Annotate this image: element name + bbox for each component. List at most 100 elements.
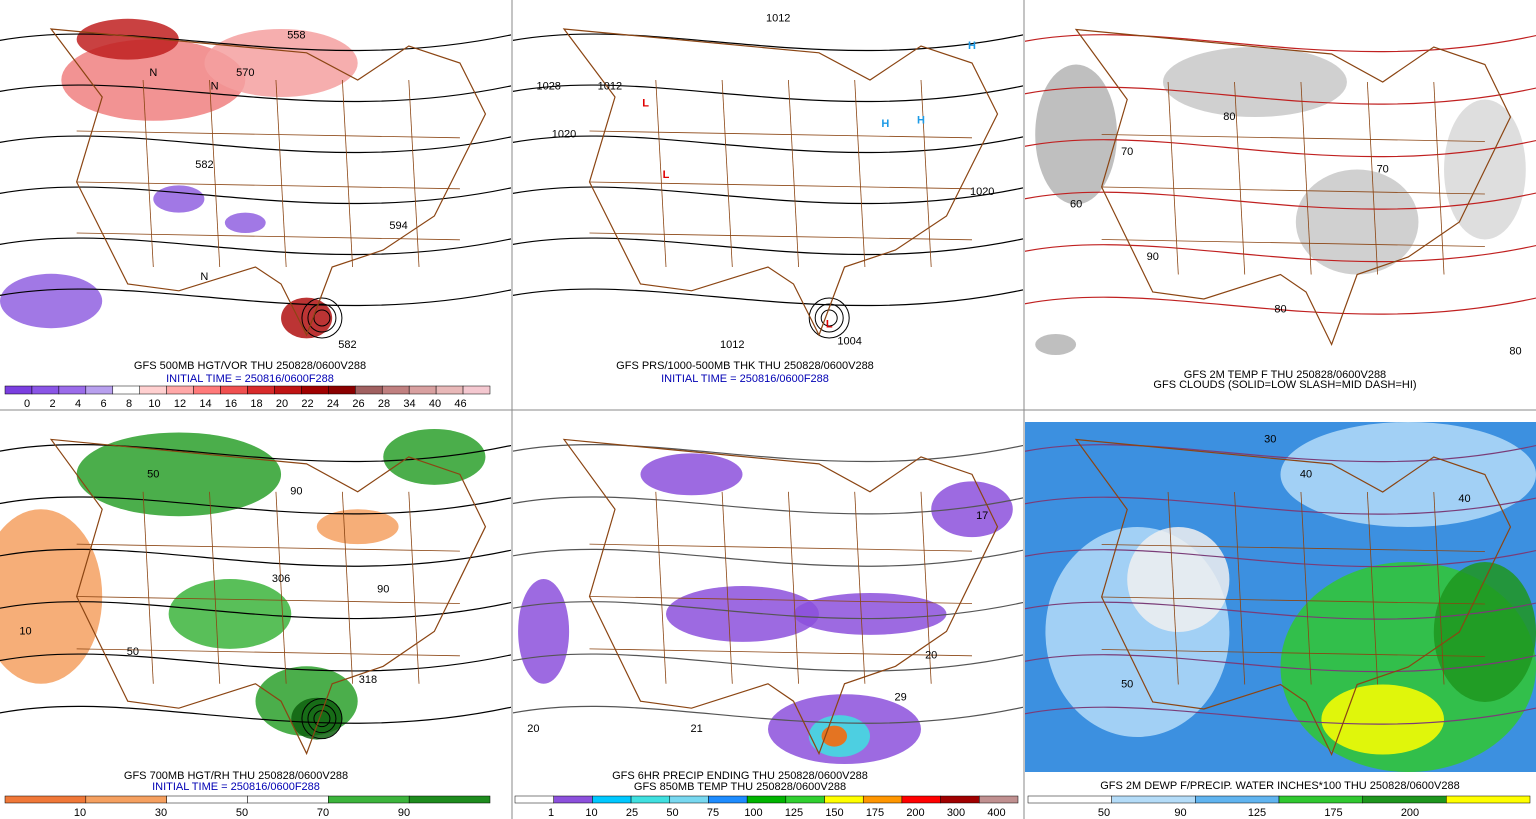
colorbar-label: 26 [352, 398, 364, 410]
state-line [341, 79, 353, 268]
shaded-area [168, 579, 292, 649]
caption: GFS 2M TEMP F THU 250828/0600V288 [1184, 369, 1386, 381]
state-line [76, 130, 460, 139]
colorbar-segment [85, 795, 167, 804]
contour [0, 84, 511, 103]
colorbar-segment [824, 795, 864, 804]
map-label: 60 [1070, 198, 1082, 210]
caption: GFS 500MB HGT/VOR THU 250828/0600V288 [134, 360, 366, 372]
colorbar-segment [785, 795, 825, 804]
state-line [408, 491, 420, 684]
colorbar-label: 1 [548, 807, 554, 819]
map-label: 29 [894, 692, 906, 704]
panel: 20 21 29 20 17 GFS 6HR PRECIP ENDING THU 2508… [513, 422, 1023, 819]
colorbar-segment [708, 795, 748, 804]
map-label: 1012 [598, 81, 622, 93]
state-line [1101, 649, 1485, 657]
cyclone-contour [301, 698, 343, 740]
shaded-area [61, 39, 246, 121]
colorbar-label: 200 [1401, 807, 1419, 819]
colorbar-segment [166, 385, 194, 395]
colorbar-label: 50 [666, 807, 678, 819]
contour [0, 548, 511, 567]
map-label: 1012 [766, 13, 790, 25]
colorbar-label: 0 [24, 398, 30, 410]
state-line [589, 232, 973, 241]
colorbar-label: 50 [236, 807, 248, 819]
colorbar-segment [193, 385, 221, 395]
map: 558 570 582 594 582 N N N [0, 12, 511, 352]
colorbar-label: 6 [100, 398, 106, 410]
shaded-area [518, 579, 570, 684]
contour [513, 444, 1023, 463]
colorbar-segment [901, 795, 941, 804]
colorbar-segment [4, 795, 87, 804]
map-label: 1020 [970, 186, 994, 198]
contour [513, 237, 1023, 256]
contour [0, 705, 511, 724]
colorbar-label: 125 [785, 807, 803, 819]
contour [1025, 706, 1536, 725]
contour [0, 288, 511, 307]
contour [1025, 496, 1536, 515]
map-label: 50 [147, 468, 159, 480]
coastline [1074, 438, 1512, 757]
state-line [589, 543, 973, 552]
caption: GFS CLOUDS (SOLID=LOW SLASH=MID DASH=HI) [1153, 379, 1416, 391]
colorbar-label: 90 [1174, 807, 1186, 819]
colorbar-label: 40 [429, 398, 441, 410]
map-label: 582 [338, 339, 356, 351]
colorbar-label: 70 [317, 807, 329, 819]
map-label: 1028 [536, 81, 560, 93]
colorbar-segment [979, 795, 1019, 804]
shaded-area [1321, 684, 1445, 755]
colorbar-segment [247, 385, 275, 395]
state-line [854, 491, 866, 684]
colorbar-segment [166, 795, 248, 804]
map-label: 80 [1223, 111, 1235, 123]
state-line [1167, 81, 1179, 275]
contour [0, 444, 511, 463]
contour [513, 33, 1023, 52]
coastline [49, 28, 487, 337]
colorbar-label: 16 [225, 398, 237, 410]
contour [513, 496, 1023, 515]
colorbar-segment [1278, 795, 1363, 804]
contour [513, 84, 1023, 103]
colorbar-segment [1446, 795, 1531, 804]
state-line [1433, 81, 1445, 275]
shaded-area [0, 273, 103, 329]
map-label: 1004 [837, 336, 861, 348]
colorbar-label: 25 [626, 807, 638, 819]
contour [513, 548, 1023, 567]
colorbar-label: 30 [155, 807, 167, 819]
map-label: 17 [976, 510, 988, 522]
colorbar-segment [85, 385, 114, 395]
colorbar-segment [220, 385, 248, 395]
map-label: 40 [1300, 468, 1312, 480]
caption: GFS 850MB TEMP THU 250828/0600V288 [634, 781, 846, 793]
shaded-area [383, 428, 486, 485]
state-line [589, 130, 973, 139]
map: 50 90 10 306 318 50 90 [0, 422, 511, 771]
colorbar-label: 300 [947, 807, 965, 819]
map-label: H [917, 115, 925, 127]
colorbar-segment [58, 385, 87, 395]
state-line [1101, 544, 1485, 552]
state-line [76, 181, 460, 190]
state-line [1101, 596, 1485, 605]
colorbar-label: 22 [301, 398, 313, 410]
cyclone-contour [814, 303, 844, 333]
map-label: 10 [19, 625, 31, 637]
colorbar-segment [247, 795, 329, 804]
colorbar-label: 10 [74, 807, 86, 819]
map: 30 40 50 40 [1025, 422, 1536, 772]
map-label: 40 [1458, 493, 1470, 505]
coastline [1074, 28, 1512, 347]
shaded-area [281, 297, 333, 339]
shaded-area [1035, 334, 1077, 355]
state-line [1433, 491, 1445, 685]
colorbar-label: 50 [1098, 807, 1110, 819]
contour [513, 653, 1023, 672]
